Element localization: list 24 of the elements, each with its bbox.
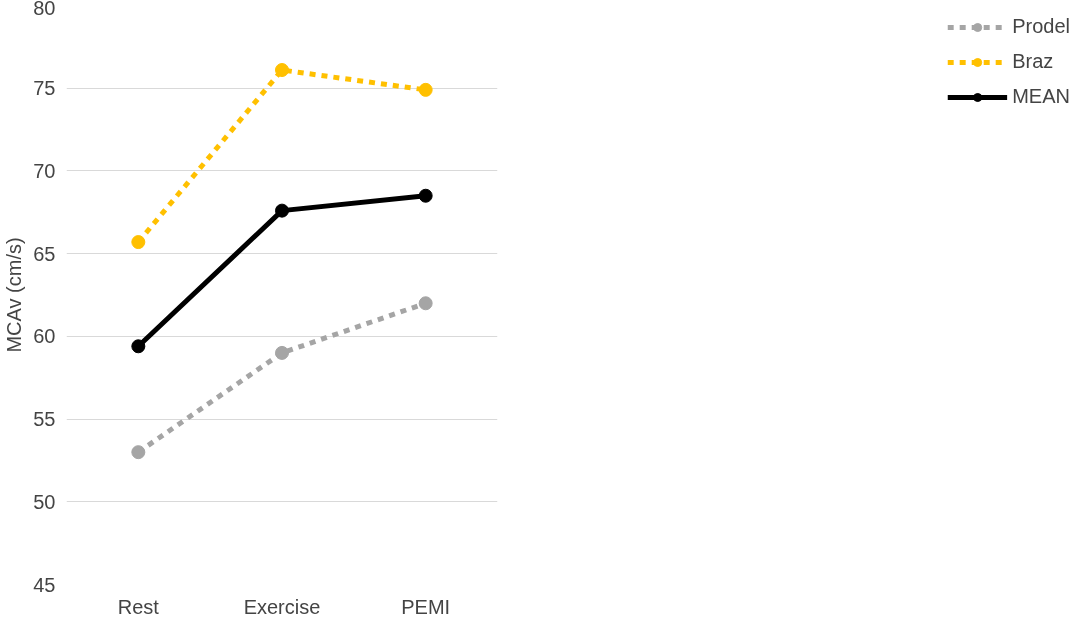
x-tick-label: Rest	[117, 595, 160, 618]
y-tick-label: 55	[33, 408, 56, 431]
legend-label: Prodel	[1012, 15, 1070, 38]
x-tick-label: Exercise	[243, 595, 321, 618]
y-axis-title: MCAv (cm/s)	[3, 237, 26, 353]
point	[131, 235, 146, 250]
y-tick-label: 60	[33, 325, 56, 348]
point	[418, 296, 433, 311]
point	[131, 445, 146, 460]
y-tick-label: 50	[33, 490, 56, 513]
y-tick-label: 80	[33, 0, 56, 19]
point	[275, 203, 289, 218]
point	[131, 339, 146, 354]
point	[418, 82, 433, 97]
point	[275, 345, 289, 360]
x-tick-label: PEMI	[401, 595, 451, 618]
y-tick-label: 65	[33, 242, 56, 265]
legend-label: Braz	[1012, 50, 1054, 73]
point	[418, 188, 433, 203]
y-tick-label: 45	[33, 573, 56, 596]
y-tick-label: 75	[33, 77, 56, 100]
legend-label: MEAN	[1012, 85, 1070, 108]
point	[275, 63, 289, 77]
y-tick-label: 70	[33, 159, 56, 182]
